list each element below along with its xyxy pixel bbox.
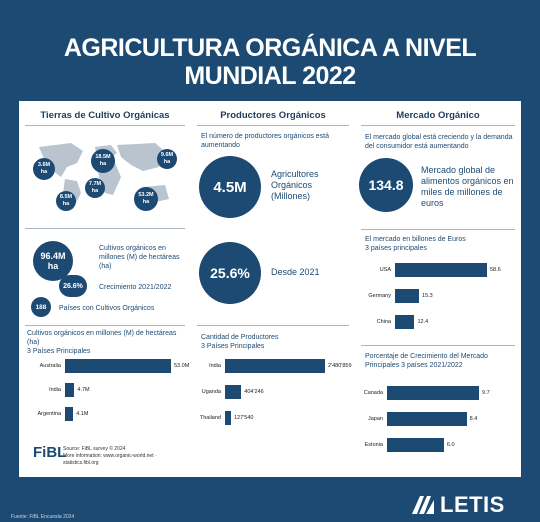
bar-category-label: China [376, 319, 391, 325]
chart-title: Porcentaje de Crecimiento del Mercado Pr… [365, 353, 488, 369]
bar [387, 412, 467, 426]
map-bubble-latin-america: 8.5M ha [56, 191, 76, 211]
title-line-1: AGRICULTURA ORGÁNICA A NIVEL [63, 34, 477, 62]
bar-row: China 12.4 [355, 315, 521, 329]
bar-row: Canada 9.7 [355, 386, 521, 400]
market-circle: 134.8 [359, 158, 413, 212]
bar-value-label: 9.7 [482, 390, 490, 396]
letis-logo: LETIS [410, 492, 505, 518]
map-bubble-africa: 7.7M ha [85, 178, 105, 198]
bar-category-label: Canada [363, 390, 383, 396]
bar-value-label: 4.7M [77, 387, 90, 393]
column-producers: Productores Orgánicos El número de produ… [191, 101, 355, 477]
growth-badge: 26.6% [59, 275, 87, 297]
bar-value-label: 4.1M [76, 411, 89, 417]
infographic-card: Tierras de Cultivo Orgánicas 3.6M ha 18.5… [19, 101, 521, 477]
bar-row: Argentina 4.1M [19, 407, 191, 421]
divider [25, 325, 185, 326]
countries-desc: Países con Cultivos Orgánicos [59, 305, 155, 312]
letis-mark-icon [412, 496, 434, 514]
bar-row: Uganda 404'246 [191, 385, 355, 399]
map-bubble-oceania: 53.2M ha [134, 187, 158, 211]
column-heading: Tierras de Cultivo Orgánicas [25, 110, 185, 126]
bar-row: India 2'480'859 [191, 359, 355, 373]
map-bubble-north-america: 3.6M ha [33, 158, 55, 180]
column-heading: Mercado Orgánico [361, 110, 515, 126]
column-market: Mercado Orgánico El mercado global está … [355, 101, 521, 477]
bar [65, 359, 171, 373]
bar-category-label: Uganda [201, 389, 221, 395]
bar-category-label: Estonia [364, 442, 383, 448]
divider [361, 345, 515, 346]
bar-row: Germany 15.3 [355, 289, 521, 303]
fibl-source: Source: FiBL survey © 2024 More informati… [63, 446, 157, 466]
bar-value-label: 12.4 [417, 319, 429, 325]
total-hectares-desc: Cultivos orgánicos en millones (M) de he… [99, 245, 180, 270]
divider [197, 325, 349, 326]
market-desc: Mercado global de alimentos orgánicos en… [421, 165, 514, 208]
column-cultivation: Tierras de Cultivo Orgánicas 3.6M ha 18.5… [19, 101, 191, 477]
bar-row: Estonia 6.0 [355, 438, 521, 452]
producers-intro: El número de productores orgánicos está … [201, 133, 330, 149]
producers-circle: 4.5M [199, 156, 261, 218]
divider [25, 228, 185, 229]
fibl-logo: FiBL [33, 444, 67, 461]
bar-category-label: India [49, 387, 61, 393]
chart-title: El mercado en billones de Euros 3 países … [365, 236, 466, 252]
bar-value-label: 8.4 [469, 416, 478, 422]
growth-desc: Crecimiento 2021/2022 [99, 284, 172, 291]
map-bubble-asia: 9.6M ha [157, 149, 177, 169]
countries-badge: 188 [31, 297, 51, 317]
total-hectares-circle: 96.4M ha [33, 241, 73, 281]
bar-chart-hectares: Australia 53.0M India 4.7M Argentina 4.1M [19, 359, 191, 435]
bar [395, 289, 420, 303]
bar [387, 386, 479, 400]
bar-category-label: Argentina [37, 411, 61, 417]
bar-value-label: 58.6 [490, 267, 501, 273]
bar [65, 407, 74, 421]
map-bubble-europe: 18.5M ha [91, 149, 115, 173]
bar-value-label: 53.0M [174, 363, 190, 369]
bar-row: India 4.7M [19, 383, 191, 397]
producers-growth-desc: Desde 2021 [271, 267, 320, 277]
bar [225, 385, 242, 399]
bar [387, 438, 444, 452]
producers-growth-circle: 25.6% [199, 242, 261, 304]
bar-chart-market: USA 58.6 Germany 15.3 China 12.4 [355, 263, 521, 339]
bar-category-label: Germany [368, 293, 391, 299]
bar-row: USA 58.6 [355, 263, 521, 277]
bar-value-label: 15.3 [422, 293, 433, 299]
page-title: AGRICULTURA ORGÁNICA A NIVEL MUNDIAL 202… [0, 34, 540, 90]
divider [361, 229, 515, 230]
bar-value-label: 6.0 [446, 442, 455, 448]
bar-value-label: 404'246 [244, 389, 264, 395]
bar-chart-producers: India 2'480'859 Uganda 404'246 Thailand 127'5… [191, 359, 355, 435]
column-heading: Productores Orgánicos [197, 110, 349, 126]
bar [225, 411, 231, 425]
bar-chart-growth: Canada 9.7 Japan 8.4 Estonia 6.0 [355, 386, 521, 462]
bar-category-label: India [209, 363, 221, 369]
bar [65, 383, 75, 397]
bar-value-label: 2'480'859 [328, 363, 352, 369]
title-line-2: MUNDIAL 2022 [184, 62, 356, 90]
bar [225, 359, 325, 373]
bar-category-label: Thailand [199, 415, 221, 421]
chart-title: Cultivos orgánicos en millones (M) de he… [27, 330, 177, 355]
chart-title: Cantidad de Productores 3 Países Principa… [201, 334, 279, 350]
market-intro: El mercado global está creciendo y la de… [365, 134, 513, 150]
bar-category-label: USA [379, 267, 391, 273]
bar [395, 263, 487, 277]
bar-category-label: Australia [39, 363, 61, 369]
bar-row: Australia 53.0M [19, 359, 191, 373]
producers-desc: Agricultores Orgánicos (Millones) [271, 169, 319, 201]
bar [395, 315, 415, 329]
letis-logo-text: LETIS [440, 492, 505, 517]
bar-row: Japan 8.4 [355, 412, 521, 426]
footer-source: Fuente: FiBL Encuesta 2024 [11, 514, 75, 520]
bar-category-label: Japan [368, 416, 383, 422]
bar-value-label: 127'540 [234, 415, 254, 421]
bar-row: Thailand 127'540 [191, 411, 355, 425]
